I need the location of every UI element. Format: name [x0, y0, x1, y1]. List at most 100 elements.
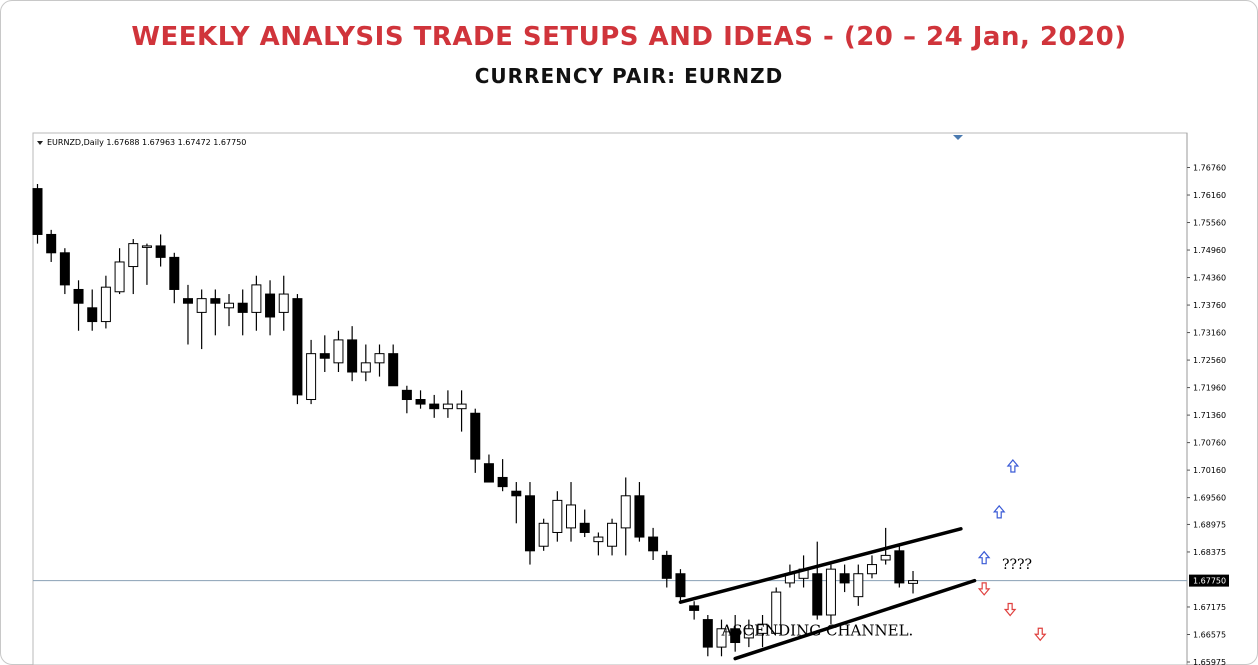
y-tick-label: 1.70160	[1193, 466, 1226, 475]
y-tick-label: 1.76160	[1193, 191, 1226, 200]
candle-body-bullish	[853, 573, 864, 598]
y-tick-label: 1.69560	[1193, 494, 1226, 503]
candle-body-bearish	[46, 233, 57, 254]
candle-body-bullish	[771, 591, 782, 634]
candle-body-bearish	[894, 550, 905, 584]
candle-body-bearish	[839, 573, 850, 584]
candle-body-bullish	[360, 362, 371, 373]
candle-body-bullish	[442, 403, 453, 410]
candle-body-bullish	[100, 286, 111, 323]
candle-body-bearish	[155, 245, 166, 258]
candle-body-bullish	[743, 628, 754, 639]
candle-body-bullish	[908, 580, 919, 584]
candle-body-bullish	[224, 302, 235, 309]
candle-body-bullish	[128, 243, 139, 268]
channel-line-lower	[733, 578, 977, 661]
y-tick-label: 1.75560	[1193, 219, 1226, 228]
arrow-down-icon	[1003, 602, 1017, 617]
y-tick-label: 1.68375	[1193, 548, 1226, 557]
candle-body-bullish	[825, 568, 836, 616]
current-price-badge	[1189, 574, 1229, 587]
candle-body-bearish	[470, 412, 481, 460]
channel-line-upper	[678, 527, 963, 604]
candle-body-bearish	[237, 302, 248, 313]
candle-body-bearish	[169, 256, 180, 290]
current-price-label: 1.67750	[1193, 577, 1226, 586]
y-tick-label: 1.73160	[1193, 329, 1226, 338]
candle-body-bearish	[483, 463, 494, 483]
page-subtitle: CURRENCY PAIR: EURNZD	[474, 64, 784, 88]
candle-body-bearish	[401, 389, 412, 401]
candle-body-bullish	[552, 499, 563, 533]
candle-body-bearish	[661, 554, 672, 579]
y-tick-label: 1.71360	[1193, 411, 1226, 420]
candle-body-bearish	[182, 298, 193, 304]
candle-body-bullish	[620, 495, 631, 529]
candle-body-bearish	[210, 298, 221, 304]
y-tick-label: 1.68975	[1193, 520, 1226, 529]
candle-body-bearish	[730, 628, 741, 644]
candle-body-bearish	[702, 619, 713, 648]
chart-info-label: EURNZD,Daily 1.67688 1.67963 1.67472 1.6…	[47, 138, 246, 147]
candle-body-bearish	[319, 353, 330, 359]
candle-body-bullish	[251, 284, 262, 313]
candle-body-bullish	[333, 339, 344, 364]
candle-body-bearish	[32, 188, 43, 235]
candle-body-bullish	[114, 261, 125, 293]
channel-annotation: ASCENDING CHANNEL.	[721, 622, 914, 640]
arrow-up-icon	[977, 550, 991, 565]
y-tick-label: 1.74360	[1193, 274, 1226, 283]
channel-lines	[678, 527, 977, 661]
candle-body-bullish	[141, 245, 152, 248]
candle-body-bearish	[415, 399, 426, 405]
candle-body-bearish	[689, 605, 700, 611]
candle-body-bearish	[634, 495, 645, 538]
page-title: WEEKLY ANALYSIS TRADE SETUPS AND IDEAS -…	[131, 22, 1127, 52]
candle-body-bullish	[880, 554, 891, 561]
candle-body-bullish	[716, 628, 727, 648]
candle-body-bearish	[87, 307, 98, 323]
y-tick-label: 1.74960	[1193, 246, 1226, 255]
candle-body-bearish	[497, 476, 508, 488]
y-tick-label: 1.65975	[1193, 658, 1226, 665]
y-tick-label: 1.70760	[1193, 439, 1226, 448]
candle-body-bearish	[388, 353, 399, 387]
arrow-up-icon	[992, 504, 1006, 519]
candles	[32, 184, 919, 657]
candle-body-bullish	[593, 536, 604, 543]
candle-body-bullish	[538, 522, 549, 547]
candle-body-bullish	[607, 522, 618, 547]
candle-body-bearish	[524, 495, 535, 552]
candle-body-bullish	[866, 564, 877, 575]
candle-body-bearish	[511, 490, 522, 497]
candle-body-bearish	[347, 339, 358, 373]
direction-arrows	[977, 459, 1047, 642]
y-axis: 1.76760 1.76160 1.75560 1.74960 1.74360 1.737…	[1187, 164, 1229, 665]
candle-body-bearish	[429, 403, 440, 410]
dropdown-triangle-icon[interactable]	[37, 141, 43, 145]
candle-body-bearish	[265, 293, 276, 318]
candle-body-bullish	[278, 293, 289, 313]
candle-body-bearish	[675, 573, 686, 598]
candle-body-bearish	[648, 536, 659, 552]
y-tick-label: 1.71960	[1193, 384, 1226, 393]
candle-body-bearish	[579, 522, 590, 533]
y-tick-label: 1.72560	[1193, 356, 1226, 365]
candle-body-bullish	[374, 353, 385, 364]
candle-body-bullish	[757, 623, 768, 634]
candle-body-bullish	[566, 504, 577, 529]
candle-body-bearish	[812, 573, 823, 616]
period-separator-marker-icon	[953, 135, 963, 140]
y-tick-label: 1.66575	[1193, 630, 1226, 639]
candle-body-bearish	[59, 252, 70, 286]
candle-body-bullish	[456, 403, 467, 410]
question-annotation: ????	[1002, 557, 1032, 573]
arrow-up-icon	[1006, 459, 1020, 473]
arrow-down-icon	[977, 582, 991, 596]
candle-body-bearish	[73, 288, 84, 304]
candle-body-bullish	[306, 353, 317, 401]
arrow-down-icon	[1033, 627, 1047, 642]
y-tick-label: 1.76760	[1193, 164, 1226, 173]
plot-area	[32, 132, 1188, 665]
